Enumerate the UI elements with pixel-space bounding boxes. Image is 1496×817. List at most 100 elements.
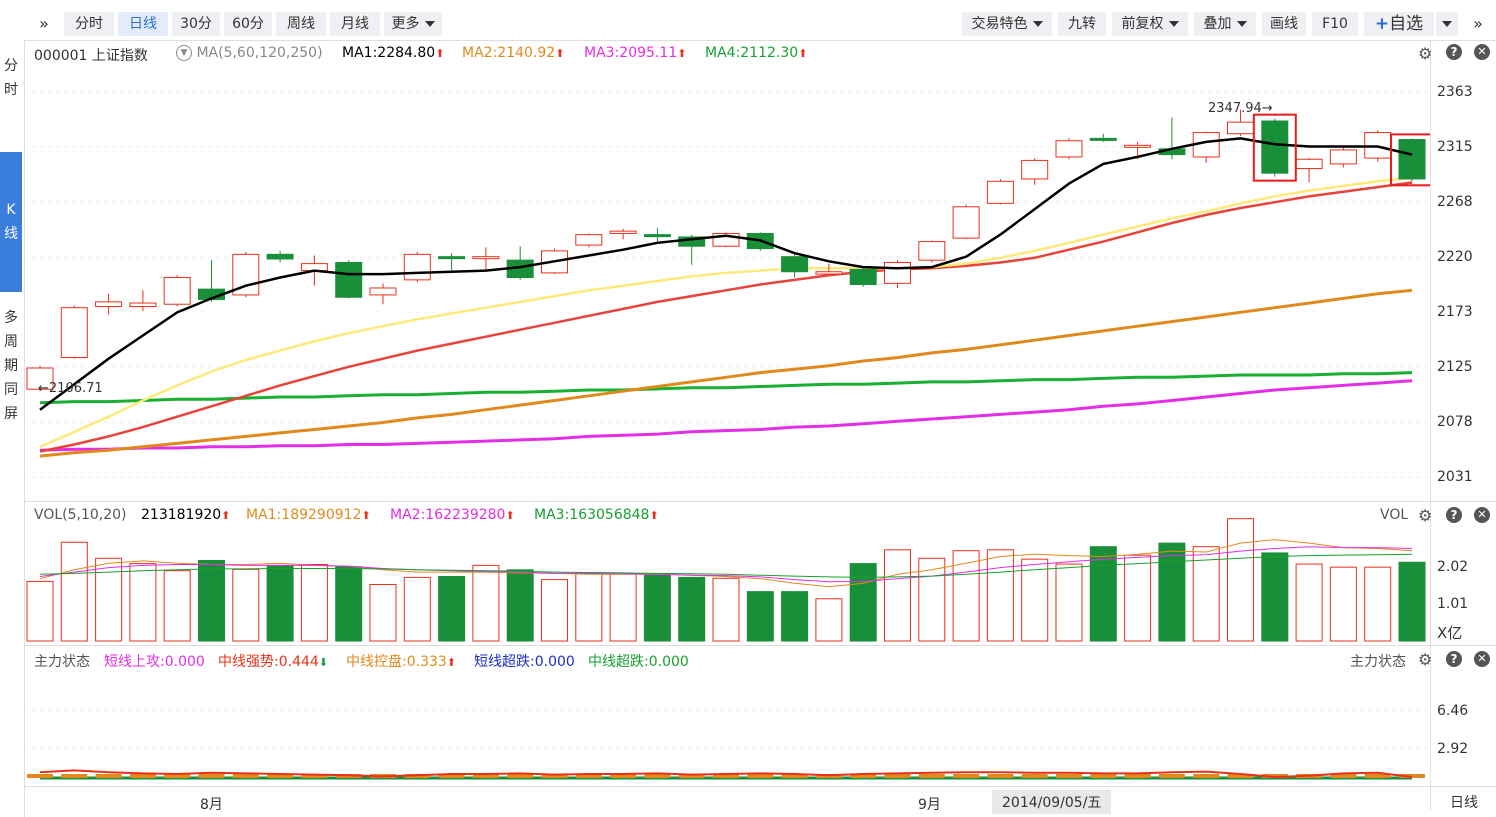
- help-icon[interactable]: ?: [1446, 651, 1462, 667]
- gear-icon[interactable]: ⚙: [1418, 506, 1433, 525]
- ma-black-line: [39, 137, 1413, 411]
- volume-bar: [335, 566, 363, 642]
- volume-bar: [1261, 552, 1289, 642]
- volume-bar: [26, 580, 54, 642]
- flow-orange-bar: [232, 774, 259, 778]
- ma1-value: MA1:2284.80⬆: [342, 45, 444, 61]
- help-icon[interactable]: ?: [1446, 44, 1462, 60]
- volume-bar: [1398, 561, 1426, 642]
- period-tab-0[interactable]: 分时: [64, 12, 114, 36]
- vol-tick: 2.02: [1437, 559, 1469, 575]
- highlight-box: [1252, 113, 1297, 182]
- flow-orange-bar: [1056, 774, 1082, 778]
- close-icon[interactable]: ✕: [1474, 507, 1490, 523]
- flow-orange-bar: [267, 774, 294, 778]
- flow-orange-bar: [129, 774, 156, 778]
- ma4-text: MA4:2112.30: [705, 45, 799, 61]
- volume-bar: [300, 563, 328, 642]
- f10-button[interactable]: F10: [1312, 12, 1358, 36]
- candle-body: [1398, 139, 1426, 180]
- flow-orange-bar: [507, 774, 534, 778]
- ma3-value: MA3:2095.11⬆: [584, 45, 686, 61]
- caret-down-icon: [1236, 21, 1247, 27]
- flow-right-label: 主力状态: [1350, 654, 1406, 670]
- volume-bar: [712, 577, 740, 642]
- volume-bar: [952, 550, 980, 642]
- period-indicator[interactable]: 日线: [1450, 795, 1478, 811]
- low-price-text: 2106.71: [48, 381, 103, 396]
- help-icon[interactable]: ?: [1446, 507, 1462, 523]
- arrow-up-icon: ⬆: [677, 47, 687, 60]
- flow-orange-bar: [541, 774, 568, 778]
- candle-body: [1021, 159, 1049, 180]
- expand-panel-icon[interactable]: »: [1473, 14, 1483, 33]
- ma-yellow-line: [39, 176, 1413, 448]
- vol-right-label: VOL: [1380, 507, 1409, 523]
- candle-body: [403, 253, 431, 281]
- flow-orange-bar: [1090, 774, 1117, 778]
- nine-turn-button[interactable]: 九转: [1058, 12, 1106, 36]
- sidebar-item-kline[interactable]: K线: [0, 152, 22, 292]
- volume-bar: [1192, 546, 1220, 642]
- close-icon[interactable]: ✕: [1474, 651, 1490, 667]
- flow-orange-bar: [918, 774, 945, 778]
- sidebar-item-timeshare[interactable]: 分时: [4, 58, 18, 98]
- arrow-up-icon: ⬆: [361, 509, 371, 522]
- period-tab-1[interactable]: 日线: [118, 12, 168, 36]
- candle-body: [609, 230, 637, 234]
- candle-body: [815, 271, 843, 275]
- candle-body: [163, 277, 191, 305]
- period-tab-5[interactable]: 月线: [330, 12, 380, 36]
- volume-bar: [198, 559, 225, 642]
- ma-red-line: [39, 181, 1413, 453]
- arrow-up-icon: ⬆: [446, 656, 457, 669]
- period-tab-4[interactable]: 周线: [276, 12, 326, 36]
- price-adjust-dropdown[interactable]: 前复权: [1112, 12, 1188, 36]
- gear-icon[interactable]: ⚙: [1418, 650, 1433, 669]
- flow-orange-bar: [438, 774, 465, 778]
- kline-chart[interactable]: [24, 40, 1430, 800]
- arrow-right-icon: →: [1261, 101, 1273, 116]
- collapse-sidebar-icon[interactable]: »: [39, 14, 49, 33]
- volume-bar: [678, 576, 706, 642]
- period-tab-3[interactable]: 60分: [224, 12, 272, 36]
- more-periods-dropdown[interactable]: 更多: [384, 12, 442, 36]
- flow-mid-control-text: 中线控盘:0.333: [346, 654, 447, 670]
- volume-bar: [609, 573, 637, 642]
- add-watchlist-button[interactable]: +自选: [1364, 12, 1434, 36]
- price-tick: 2268: [1437, 194, 1473, 210]
- price-tick: 2125: [1437, 359, 1473, 375]
- volume-bar: [1055, 563, 1083, 642]
- volume-bar: [986, 549, 1014, 642]
- price-adjust-label: 前复权: [1121, 16, 1164, 32]
- candle-body: [986, 180, 1014, 204]
- overlay-dropdown[interactable]: 叠加: [1194, 12, 1256, 36]
- arrow-down-icon: ⬇: [318, 656, 329, 669]
- ma-setting-dropdown[interactable]: ▼ MA(5,60,120,250): [176, 45, 323, 61]
- candle-body: [1124, 144, 1152, 148]
- month-label-sep: 9月: [918, 797, 941, 813]
- watchlist-dropdown[interactable]: [1436, 12, 1458, 36]
- ma3-text: MA3:2095.11: [584, 45, 678, 61]
- volume-bar: [746, 591, 774, 642]
- trade-feature-dropdown[interactable]: 交易特色: [962, 12, 1052, 36]
- arrow-up-icon: ⬆: [649, 509, 659, 522]
- candle-body: [335, 261, 363, 298]
- vol-ma1-line: [39, 539, 1413, 588]
- draw-line-button[interactable]: 画线: [1262, 12, 1306, 36]
- candle-body: [438, 256, 466, 260]
- sidebar-item-multi-period[interactable]: 多周期同屏: [4, 310, 18, 422]
- ma-green-line: [39, 371, 1413, 405]
- price-tick: 2173: [1437, 304, 1473, 320]
- period-tab-2[interactable]: 30分: [172, 12, 220, 36]
- flow-orange-bar: [953, 774, 980, 778]
- price-panel-bottom-border: [24, 501, 1496, 502]
- gear-icon[interactable]: ⚙: [1418, 44, 1433, 63]
- flow-mid-strong: 中线强势:0.444⬇: [218, 651, 328, 671]
- flow-orange-bar: [575, 774, 602, 778]
- candle-body: [1055, 140, 1083, 158]
- flow-orange-bar: [1158, 774, 1185, 778]
- flow-orange-bar: [1193, 774, 1220, 778]
- candle-body: [60, 307, 88, 359]
- close-icon[interactable]: ✕: [1474, 44, 1490, 60]
